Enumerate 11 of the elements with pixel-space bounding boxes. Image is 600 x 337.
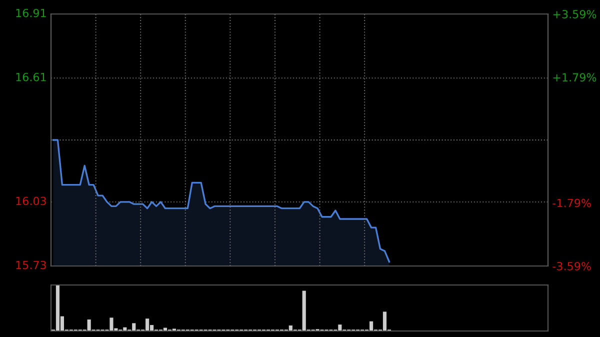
bar — [382, 312, 387, 331]
y-tick-label: 15.73 — [16, 260, 46, 270]
y-tick-label: 16.61 — [16, 72, 46, 82]
y-tick-label: 16.03 — [16, 196, 46, 206]
y2-tick-label: -1.79% — [552, 198, 591, 208]
y2-tick-label: -3.59% — [552, 262, 591, 270]
bar — [56, 285, 60, 331]
bar — [369, 321, 374, 331]
y-tick-label: 16.91 — [16, 8, 46, 18]
y2-tick-label: +3.59% — [553, 10, 596, 18]
y2-tick-label: +1.79% — [553, 73, 596, 82]
